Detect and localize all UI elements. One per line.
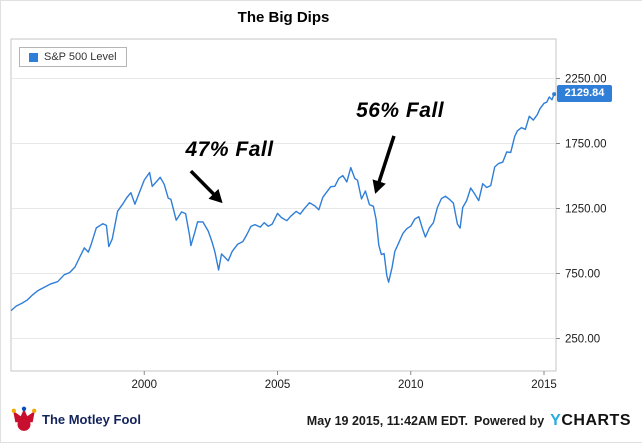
ycharts-logo-text: CHARTS [561, 412, 631, 429]
plot-frame [10, 38, 557, 372]
y-tick-label: 1250.00 [565, 204, 607, 216]
last-price-callout: 2129.84 [557, 85, 612, 103]
powered-by-label: Powered by [473, 414, 545, 428]
x-tick-label: 2015 [531, 379, 557, 391]
annotation-arrow [372, 135, 396, 194]
sp500-series-line [10, 93, 555, 312]
motley-fool-wordmark: The Motley Fool [42, 411, 141, 427]
y-tick-label: 1750.00 [565, 139, 607, 151]
legend-label: S&P 500 Level [44, 51, 117, 63]
y-tick-label: 2250.00 [565, 74, 607, 86]
legend: S&P 500 Level [19, 47, 127, 67]
x-tick-label: 2010 [398, 379, 424, 391]
jester-cap-icon [11, 406, 37, 431]
timestamp: May 19 2015, 11:42AM EDT. [306, 414, 468, 428]
ycharts-logo-y: Y [550, 412, 562, 429]
series-endpoint-marker [552, 92, 557, 97]
y-tick-label: 250.00 [565, 334, 600, 346]
ycharts-logo: YCHARTS [550, 412, 631, 430]
motley-fool-logo: The Motley Fool [11, 406, 141, 432]
x-tick-label: 2000 [131, 379, 157, 391]
y-tick-label: 750.00 [565, 269, 600, 281]
chart-title: The Big Dips [237, 9, 330, 26]
x-tick-label: 2005 [265, 379, 291, 391]
chart-attribution: May 19 2015, 11:42AM EDT. Powered by YCH… [307, 412, 631, 430]
annotation-label: 47% Fall [185, 138, 274, 161]
annotation-label: 56% Fall [356, 99, 445, 123]
legend-color-swatch [29, 52, 38, 62]
sp500-line-chart: 250.00 750.00 1250.00 1750.00 2250.00 2000 200… [10, 38, 607, 391]
annotation-arrow [189, 169, 223, 204]
